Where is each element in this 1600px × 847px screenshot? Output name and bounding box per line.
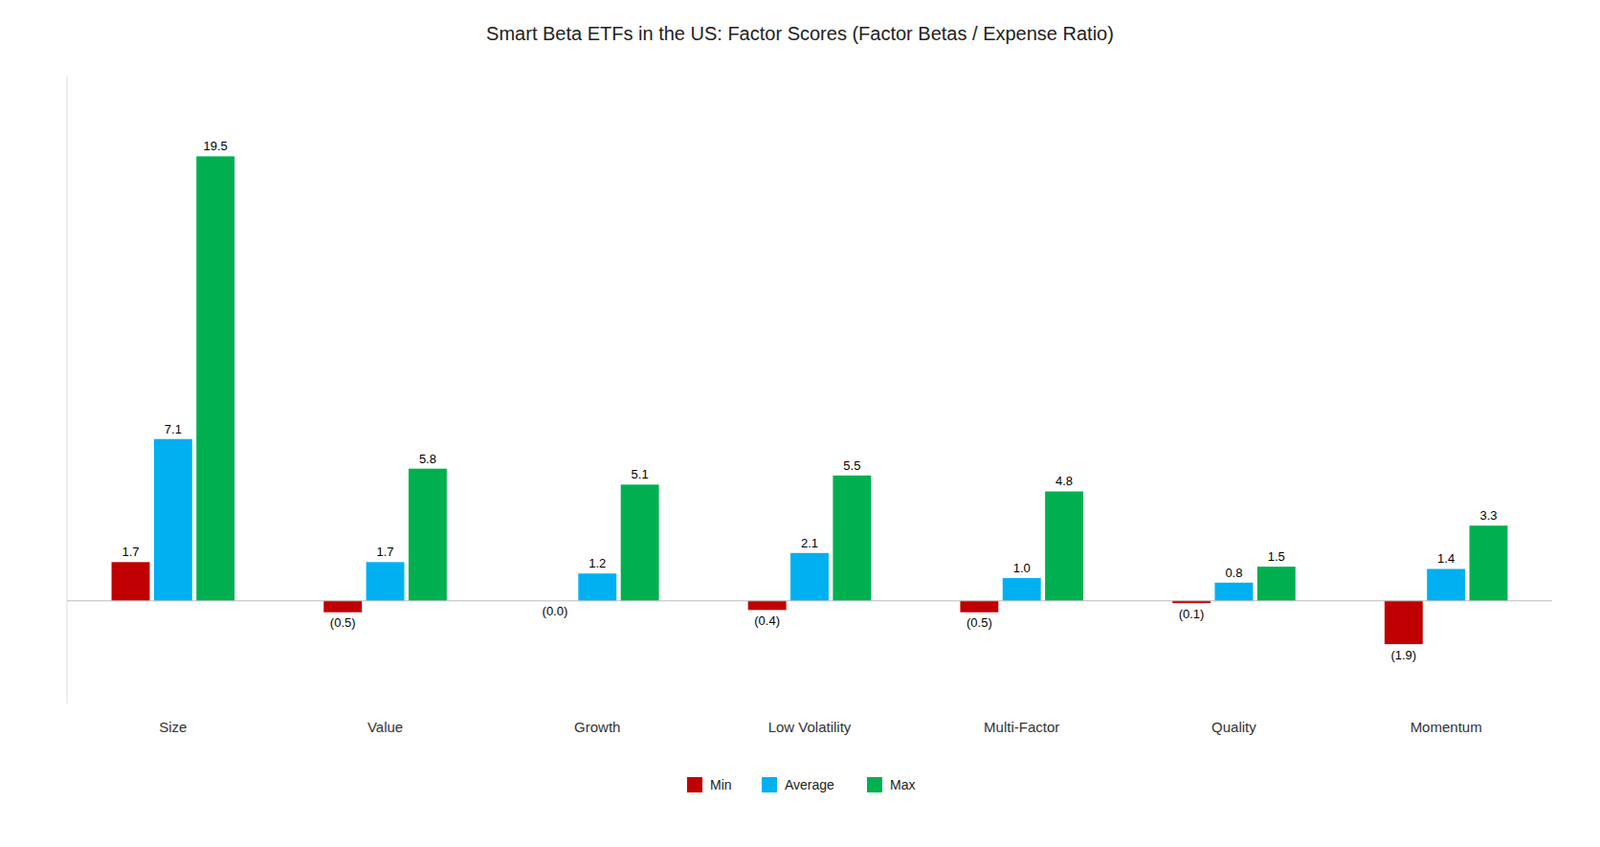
data-label: 1.2	[588, 555, 606, 571]
zero-line	[66, 600, 1553, 601]
data-label: 2.1	[800, 535, 819, 551]
data-label: 7.1	[164, 422, 182, 437]
legend: Min Average Max	[687, 777, 915, 793]
bar	[196, 155, 235, 600]
bar	[1257, 566, 1296, 601]
bar	[323, 600, 362, 613]
bar	[1002, 577, 1042, 601]
bar	[154, 439, 193, 601]
bar	[790, 553, 829, 601]
x-tick-label: Multi-Factor	[983, 718, 1060, 735]
data-label: 1.0	[1013, 560, 1031, 576]
data-label: (0.5)	[966, 615, 993, 630]
bar	[577, 573, 617, 601]
data-label: (0.5)	[330, 615, 356, 630]
x-tick-label: Low Volatility	[768, 718, 852, 735]
data-label: (0.0)	[542, 603, 569, 619]
bar	[748, 600, 787, 611]
legend-swatch	[761, 777, 778, 793]
data-label: (0.1)	[1178, 606, 1205, 622]
x-tick-label: Quality	[1211, 718, 1257, 735]
title: Smart Beta ETFs in the US: Factor Scores…	[486, 22, 1114, 45]
bar	[621, 484, 660, 600]
chart-container: Smart Beta ETFs in the US: Factor Scores…	[0, 0, 1600, 847]
chart-svg: Smart Beta ETFs in the US: Factor Scores…	[0, 0, 1600, 847]
data-label: (1.9)	[1390, 647, 1417, 663]
bar	[1469, 525, 1509, 601]
data-label: (0.4)	[754, 613, 780, 628]
x-tick-label: Growth	[574, 718, 621, 735]
x-tick-label: Value	[367, 718, 403, 735]
data-label: 19.5	[203, 138, 228, 154]
data-label: 1.7	[121, 544, 139, 559]
data-label: 3.3	[1479, 508, 1497, 523]
legend-swatch	[866, 777, 883, 793]
x-tick-label: Size	[158, 718, 187, 735]
data-label: 1.4	[1437, 551, 1455, 566]
bar	[832, 475, 871, 601]
bar	[1426, 568, 1466, 600]
data-label: 4.8	[1055, 473, 1073, 489]
bar	[1384, 600, 1423, 645]
x-tick-label: Momentum	[1410, 718, 1483, 735]
bar	[111, 561, 151, 600]
legend-label: Min	[710, 777, 733, 793]
bar	[959, 600, 999, 613]
legend-swatch	[687, 777, 703, 793]
data-label: 1.5	[1267, 549, 1286, 564]
data-label: 5.8	[419, 451, 437, 467]
legend-label: Max	[889, 777, 915, 793]
bars	[111, 155, 1509, 645]
data-labels: 1.7 (0.5) (0.0) (0.4) (0.5) (0.1) (1.9) 7.1 1.7 1…	[121, 138, 1497, 662]
data-label: 1.7	[377, 544, 395, 559]
y-axis-line	[66, 76, 68, 704]
bar	[408, 468, 447, 601]
bar	[1044, 490, 1084, 600]
data-label: 5.5	[843, 458, 861, 473]
data-label: 5.1	[631, 466, 649, 482]
legend-label: Average	[784, 777, 835, 793]
data-label: 0.8	[1224, 565, 1243, 580]
bar	[1214, 582, 1253, 601]
bar	[366, 561, 405, 600]
